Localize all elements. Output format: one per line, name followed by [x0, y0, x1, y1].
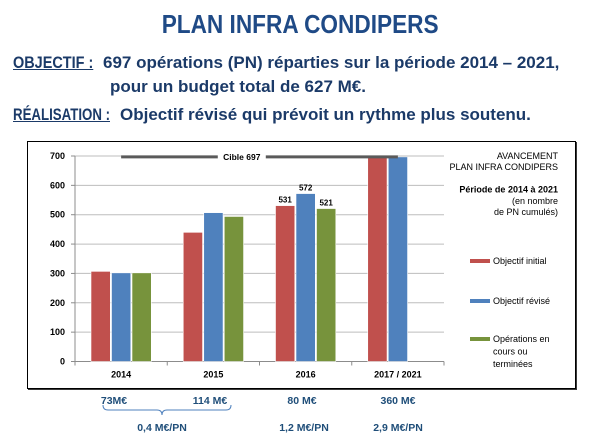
cost-per-pn-2017-2021: 2,9 M€/PN: [373, 422, 423, 434]
bar-objectif-revise-2015: [203, 212, 224, 362]
y-axis-tick-label: 100: [50, 327, 65, 337]
bar-chart: 0 100 200 300 400 500 600 700 531 572 521 2014 2015 2…: [50, 150, 559, 380]
data-label: 572: [299, 184, 313, 193]
budget-amount-2017-2021: 360 M€: [380, 395, 416, 407]
y-axis-tick-label: 600: [50, 180, 65, 190]
bar-objectif-initial-2017-2021: [367, 156, 388, 362]
y-axis-tick-label: 0: [60, 357, 65, 367]
x-axis-tick-label: 2015: [203, 370, 223, 380]
y-axis-tick-label: 200: [50, 298, 65, 308]
legend-label: Objectif révisé: [493, 296, 550, 306]
legend-label: Objectif initial: [493, 256, 547, 266]
cost-per-pn-2016: 1,2 M€/PN: [279, 422, 329, 434]
x-axis-tick-label: 2016: [296, 370, 316, 380]
bar-objectif-revise-2014: [111, 272, 132, 362]
bar-objectif-initial-2016: [275, 205, 296, 362]
objectif-text: 697 opérations (PN) réparties sur la pér…: [103, 53, 560, 72]
budget-amount-2016: 80 M€: [287, 395, 317, 407]
objectif-budget-text: pour un budget total de 627 M€.: [110, 77, 366, 96]
cost-per-pn-2014-2015: 0,4 M€/PN: [137, 422, 187, 434]
y-axis-tick-label: 500: [50, 210, 65, 220]
legend-swatch-operations-en-cours-ou-terminees: [470, 337, 490, 341]
y-axis-tick-label: 400: [50, 239, 65, 249]
legend-swatch-objectif-revise: [470, 299, 490, 303]
target-label: Cible 697: [223, 152, 261, 162]
bar-operations-en-cours-ou-terminees-2016: [316, 208, 337, 362]
target-label-background: [217, 150, 266, 163]
chart-panel: 0 100 200 300 400 500 600 700 531 572 521 2014 2015 2…: [27, 141, 576, 389]
x-axis-tick-label: 2014: [111, 370, 131, 380]
grouping-brace: [102, 404, 232, 416]
bar-objectif-revise-2017-2021: [387, 156, 408, 362]
y-axis-tick-label: 700: [50, 151, 65, 161]
legend-label: terminées: [493, 359, 533, 369]
chart-title-line: AVANCEMENT: [497, 151, 559, 161]
chart-note-line: de PN cumulés): [494, 207, 558, 217]
legend-swatch-objectif-initial: [470, 259, 490, 263]
bar-objectif-initial-2014: [90, 271, 111, 362]
data-label: 531: [278, 196, 292, 205]
title-container: PLAN INFRA CONDIPERS: [0, 9, 601, 39]
bar-operations-en-cours-ou-terminees-2015: [223, 216, 244, 362]
realisation-text: Objectif révisé qui prévoit un rythme pl…: [120, 105, 531, 124]
x-axis-tick-label: 2017 / 2021: [374, 370, 422, 380]
realisation-label: RÉALISATION :: [13, 105, 111, 124]
budget-amount-2014: 73M€: [100, 395, 128, 407]
data-label: 521: [319, 199, 333, 208]
bar-objectif-initial-2015: [182, 232, 203, 362]
bar-operations-en-cours-ou-terminees-2014: [131, 272, 152, 362]
bar-objectif-revise-2016: [295, 193, 316, 362]
legend-label: Opérations en: [493, 334, 550, 344]
chart-title-line: PLAN INFRA CONDIPERS: [449, 162, 558, 172]
chart-note-line: (en nombre: [512, 196, 558, 206]
budget-amount-2015: 114 M€: [192, 395, 228, 407]
legend-label: cours ou: [493, 347, 528, 357]
brace-path: [102, 404, 232, 416]
y-axis-tick-label: 300: [50, 268, 65, 278]
chart-subtitle: Période de 2014 à 2021: [459, 185, 558, 195]
objectif-label: OBJECTIF :: [13, 53, 94, 72]
page-title: PLAN INFRA CONDIPERS: [162, 9, 439, 39]
